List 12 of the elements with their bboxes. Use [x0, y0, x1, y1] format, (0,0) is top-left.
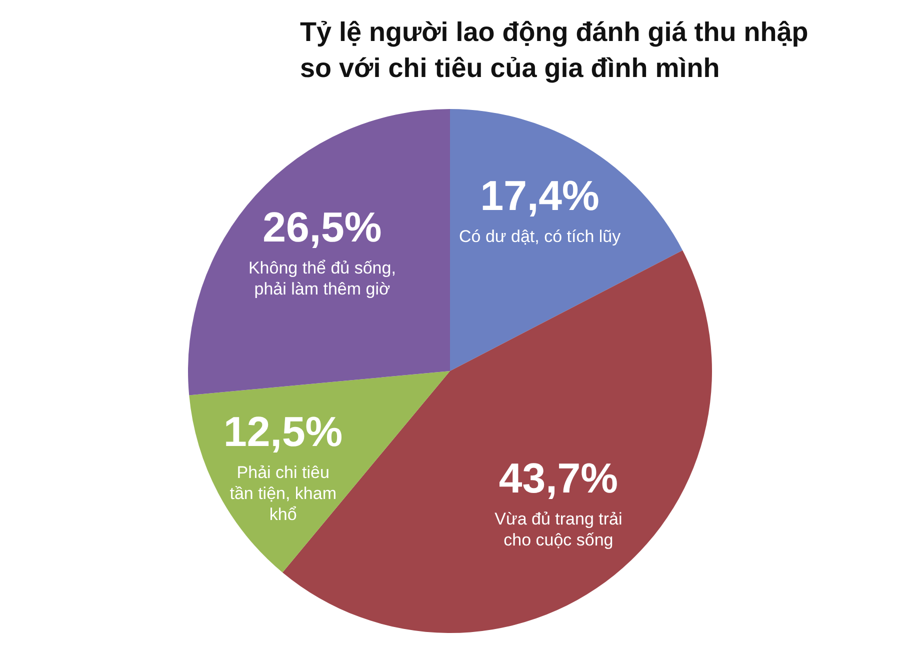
pie-slice — [450, 109, 683, 371]
data-label: 26,5% — [262, 204, 382, 251]
data-label: 43,7% — [498, 454, 618, 502]
slice-label: Có dư dật, có tích lũy — [458, 227, 622, 246]
slice-label: Phải chi tiêu tần tiện, kham khổ — [230, 462, 336, 524]
data-label: 12,5% — [224, 408, 343, 455]
pie-slice — [189, 371, 450, 572]
pie-slice — [188, 109, 450, 396]
data-label: 17,4% — [480, 172, 600, 220]
chart-title: Tỷ lệ người lao động đánh giá thu nhập so với chi tiêu của gia đình mình — [300, 17, 808, 83]
slice-label: Vừa đủ trang trải cho cuộc sống — [494, 510, 622, 550]
slice-label: Không thể đủ sống, phải làm thêm giờ — [248, 258, 396, 299]
